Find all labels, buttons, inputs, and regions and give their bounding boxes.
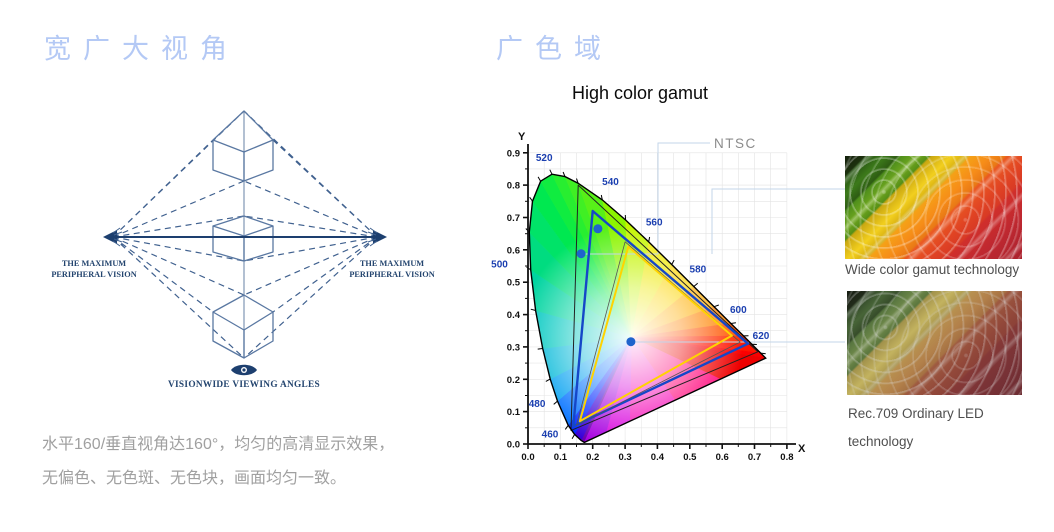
axis-layer: 0.0 0.1 0.2 0.3 0.4 0.5 0.6 0.7 0.8 0.9 0.0 0.1 0.2 0…: [507, 144, 796, 463]
gamut-triangle-rec709: [578, 245, 733, 423]
y-tick-label: 0.9: [507, 148, 520, 159]
description-line-1: 水平160/垂直视角达160°，均匀的高清显示效果，: [42, 436, 395, 453]
wavelength-label: 560: [646, 218, 663, 229]
arrowhead-left: [103, 230, 117, 244]
chart-title: High color gamut: [571, 83, 709, 103]
right-peripheral-label-line2: PERIPHERAL VISION: [349, 270, 434, 279]
wavelength-label: 580: [690, 265, 707, 276]
gamut-triangle-wide-display: [570, 184, 759, 431]
chromaticity-dot: [626, 337, 636, 347]
y-tick-label: 0.6: [507, 245, 520, 256]
y-tick-label: 0.1: [507, 407, 521, 418]
x-tick-label: 0.3: [618, 452, 631, 463]
arrowhead-right: [373, 230, 387, 244]
gamut-layer: [570, 184, 759, 431]
photo-caption-wide-gamut: Wide color gamut technology: [845, 262, 1020, 277]
y-axis-label: Y: [518, 131, 526, 143]
photo-wide-color-gamut: [845, 156, 1022, 259]
middle-box: [212, 215, 274, 262]
y-tick-label: 0.2: [507, 375, 520, 386]
bottom-cube: [212, 294, 274, 359]
photo-rec709-led: [847, 291, 1022, 395]
gamut-triangle-ntsc: [572, 209, 750, 428]
x-tick-label: 0.4: [651, 452, 665, 463]
chromaticity-dot: [576, 249, 586, 259]
y-tick-label: 0.0: [507, 440, 520, 451]
callout-line: [711, 188, 845, 254]
description-line-2: 无偏色、无色斑、无色块，画面均匀一致。: [42, 470, 347, 487]
y-tick-label: 0.7: [507, 213, 520, 224]
arrow-tip-marks: [112, 227, 378, 247]
fill-layer: [519, 173, 767, 450]
x-tick-label: 0.5: [683, 452, 697, 463]
section-title-color-gamut: 广色域: [496, 34, 613, 64]
wavelength-label: 480: [529, 399, 546, 410]
x-tick-label: 0.8: [780, 452, 793, 463]
chromaticity-dot: [593, 224, 603, 234]
photo-caption-rec709-line2: technology: [848, 434, 914, 449]
wavelength-label: 520: [536, 153, 553, 164]
viewing-angles-label: VISIONWIDE VIEWING ANGLES: [168, 380, 320, 390]
sightline-dashes: [112, 110, 378, 359]
photo-caption-rec709: Rec.709 Ordinary LED technology: [848, 400, 984, 456]
section-title-viewing-angle: 宽广大视角: [44, 34, 239, 64]
description-text: 水平160/垂直视角达160°，均匀的高清显示效果， 无偏色、无色斑、无色块，画…: [42, 428, 394, 496]
spectral-locus: [528, 173, 767, 444]
y-tick-label: 0.5: [507, 278, 521, 289]
right-peripheral-label-line1: THE MAXIMUM: [360, 259, 424, 268]
wavelength-label: 460: [542, 430, 559, 441]
left-peripheral-label-line2: PERIPHERAL VISION: [51, 270, 136, 279]
x-axis-label: X: [798, 443, 806, 455]
callout-line: [582, 142, 710, 255]
x-tick-label: 0.6: [716, 452, 729, 463]
y-tick-label: 0.4: [507, 310, 521, 321]
left-peripheral-label-line1: THE MAXIMUM: [62, 259, 126, 268]
wavelength-label: 600: [730, 305, 747, 316]
ntsc-label: NTSC: [714, 136, 757, 151]
label-layer: 520 540 560 580 600 620 500 480 460: [491, 153, 770, 441]
locus-layer: [525, 169, 767, 444]
x-tick-label: 0.0: [521, 452, 534, 463]
cie-chart-svg: 0.0 0.1 0.2 0.3 0.4 0.5 0.6 0.7 0.8 0.9 0.0 0.1 0.2 0…: [491, 131, 845, 463]
x-tick-label: 0.7: [748, 452, 761, 463]
y-tick-label: 0.8: [507, 181, 520, 192]
wavelength-label: 500: [491, 260, 508, 271]
viewing-angle-diagram: THE MAXIMUM PERIPHERAL VISION THE MAXIMU…: [51, 110, 435, 390]
wavelength-label: 540: [602, 177, 619, 188]
x-tick-label: 0.1: [554, 452, 568, 463]
y-tick-label: 0.3: [507, 342, 520, 353]
photo-caption-rec709-line1: Rec.709 Ordinary LED: [848, 406, 984, 421]
callout-layer: [582, 142, 845, 343]
wavelength-label: 620: [753, 331, 770, 342]
top-cube: [212, 110, 274, 182]
eye-icon: [231, 364, 257, 376]
x-tick-label: 0.2: [586, 452, 599, 463]
